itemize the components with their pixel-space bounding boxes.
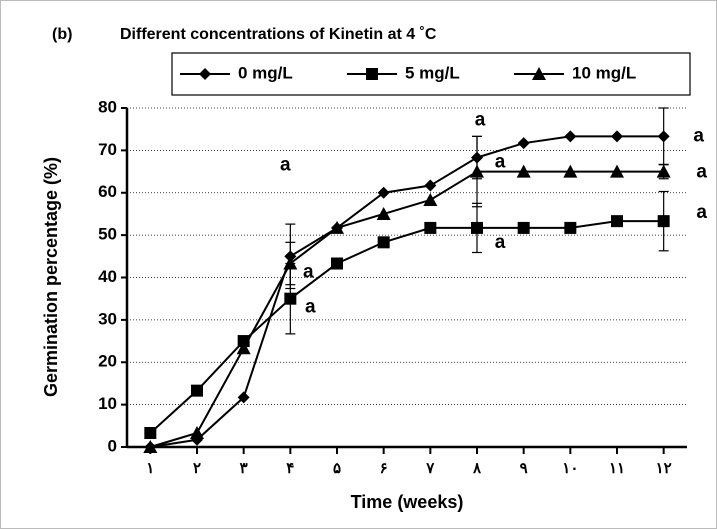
x-tick-label: ۴	[286, 460, 294, 477]
data-point	[611, 215, 623, 228]
y-tick-label: 80	[98, 97, 117, 116]
chart-title: Different concentrations of Kinetin at 4…	[120, 26, 437, 43]
x-tick-label: ١١	[609, 460, 625, 477]
data-point	[377, 186, 390, 199]
data-point	[517, 137, 530, 150]
legend-box	[171, 52, 691, 96]
data-point	[517, 221, 530, 234]
x-tick-label: ۵	[333, 460, 341, 477]
significance-label: a	[475, 110, 486, 131]
legend-marker	[199, 68, 211, 80]
legend-label: 5 mg/L	[405, 63, 460, 82]
y-tick-label: 70	[98, 140, 117, 159]
series-line	[150, 135, 664, 448]
data-point	[331, 257, 343, 270]
significance-label: a	[495, 152, 506, 173]
data-point	[376, 206, 391, 220]
data-point	[284, 292, 297, 305]
significance-label: a	[696, 202, 707, 223]
data-point	[656, 164, 671, 178]
significance-label: a	[303, 262, 314, 283]
data-point	[191, 384, 203, 397]
data-point	[236, 341, 251, 355]
data-point	[377, 236, 390, 249]
series-line	[149, 220, 664, 434]
panel-label: (b)	[52, 26, 72, 43]
x-tick-label: ١	[146, 460, 154, 477]
y-axis-label: Germination percentage (%)	[41, 157, 61, 397]
legend-label: 10 mg/L	[572, 63, 636, 82]
data-point	[657, 130, 670, 143]
data-point	[610, 164, 624, 178]
legend-label: 0 mg/L	[238, 63, 293, 82]
x-tick-label: ٣	[240, 460, 248, 477]
data-point	[143, 440, 158, 453]
legend-marker	[532, 67, 546, 80]
x-tick-label: ٢	[193, 460, 201, 477]
x-tick-label: ۶	[380, 460, 388, 477]
y-tick-label: 60	[98, 182, 117, 201]
data-point	[237, 391, 250, 404]
y-tick-label: 30	[98, 309, 117, 328]
data-point	[470, 164, 484, 178]
data-point	[144, 427, 157, 440]
x-tick-label: ٧	[425, 460, 435, 477]
x-tick-label: ١٢	[656, 460, 672, 477]
data-point	[657, 215, 670, 228]
data-point	[423, 192, 438, 206]
significance-label: a	[495, 232, 506, 253]
data-point	[330, 220, 344, 234]
data-point	[564, 221, 577, 234]
significance-label: a	[696, 162, 707, 183]
data-point	[471, 221, 483, 234]
y-tick-label: 40	[98, 267, 117, 286]
data-point	[563, 164, 578, 178]
data-point	[611, 130, 623, 143]
legend-marker	[366, 68, 378, 80]
significance-label: a	[280, 154, 291, 175]
data-point	[424, 221, 437, 234]
data-point	[283, 256, 298, 270]
data-point	[424, 179, 437, 192]
x-tick-label: ٨	[472, 460, 482, 477]
significance-label: a	[693, 125, 704, 146]
series-line	[150, 170, 664, 448]
x-tick-label: ٩	[520, 460, 528, 477]
y-tick-label: 20	[98, 352, 117, 371]
y-tick-label: 0	[108, 436, 117, 455]
data-point	[190, 426, 204, 440]
x-axis-label: Time (weeks)	[351, 492, 464, 512]
x-tick-label: ١٠	[562, 460, 578, 477]
significance-label: a	[305, 297, 316, 318]
y-tick-label: 10	[98, 394, 117, 413]
data-point	[516, 164, 531, 178]
y-tick-label: 50	[98, 225, 117, 244]
data-point	[564, 130, 577, 143]
